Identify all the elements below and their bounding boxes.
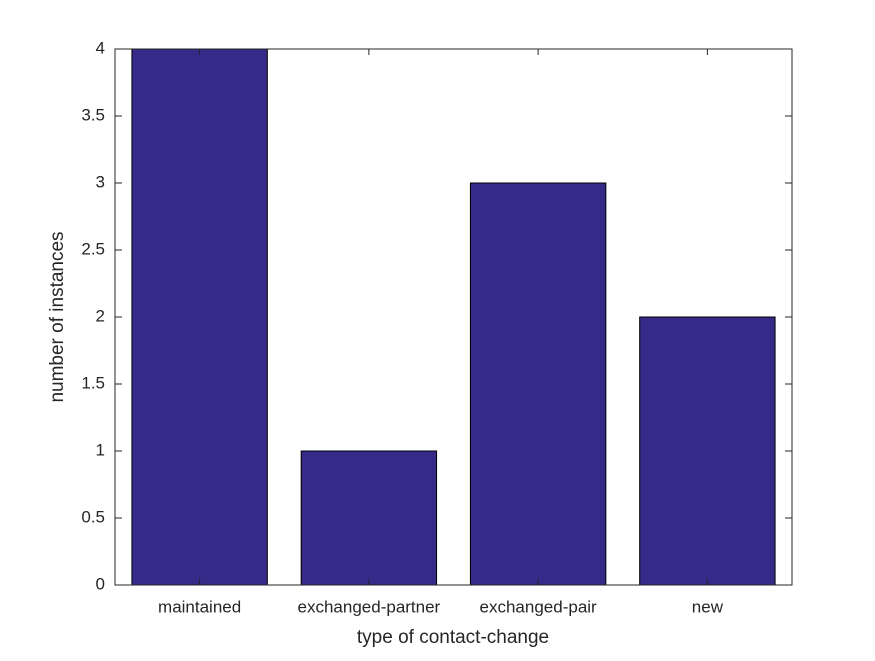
x-axis-label: type of contact-change: [357, 627, 549, 648]
bar: [131, 48, 268, 586]
y-tick-label: 1.5: [81, 373, 105, 392]
y-tick-label: 3.5: [81, 105, 105, 124]
axes-box: [114, 48, 793, 586]
bar: [469, 182, 607, 586]
x-tick-label: exchanged-pair: [480, 597, 598, 616]
x-tick-label: new: [692, 597, 724, 616]
y-tick-label: 1: [96, 440, 105, 459]
y-axis-label: number of instances: [47, 231, 68, 402]
bar: [300, 450, 438, 586]
x-tick-label: maintained: [158, 597, 241, 616]
y-tick-label: 0.5: [81, 507, 105, 526]
y-tick-label: 2.5: [81, 239, 105, 258]
y-tick-label: 0: [96, 574, 105, 593]
bar: [639, 316, 776, 586]
y-tick-label: 2: [96, 306, 105, 325]
y-tick-label: 4: [96, 38, 105, 57]
y-tick-label: 3: [96, 172, 105, 191]
x-tick-label: exchanged-partner: [298, 597, 441, 616]
